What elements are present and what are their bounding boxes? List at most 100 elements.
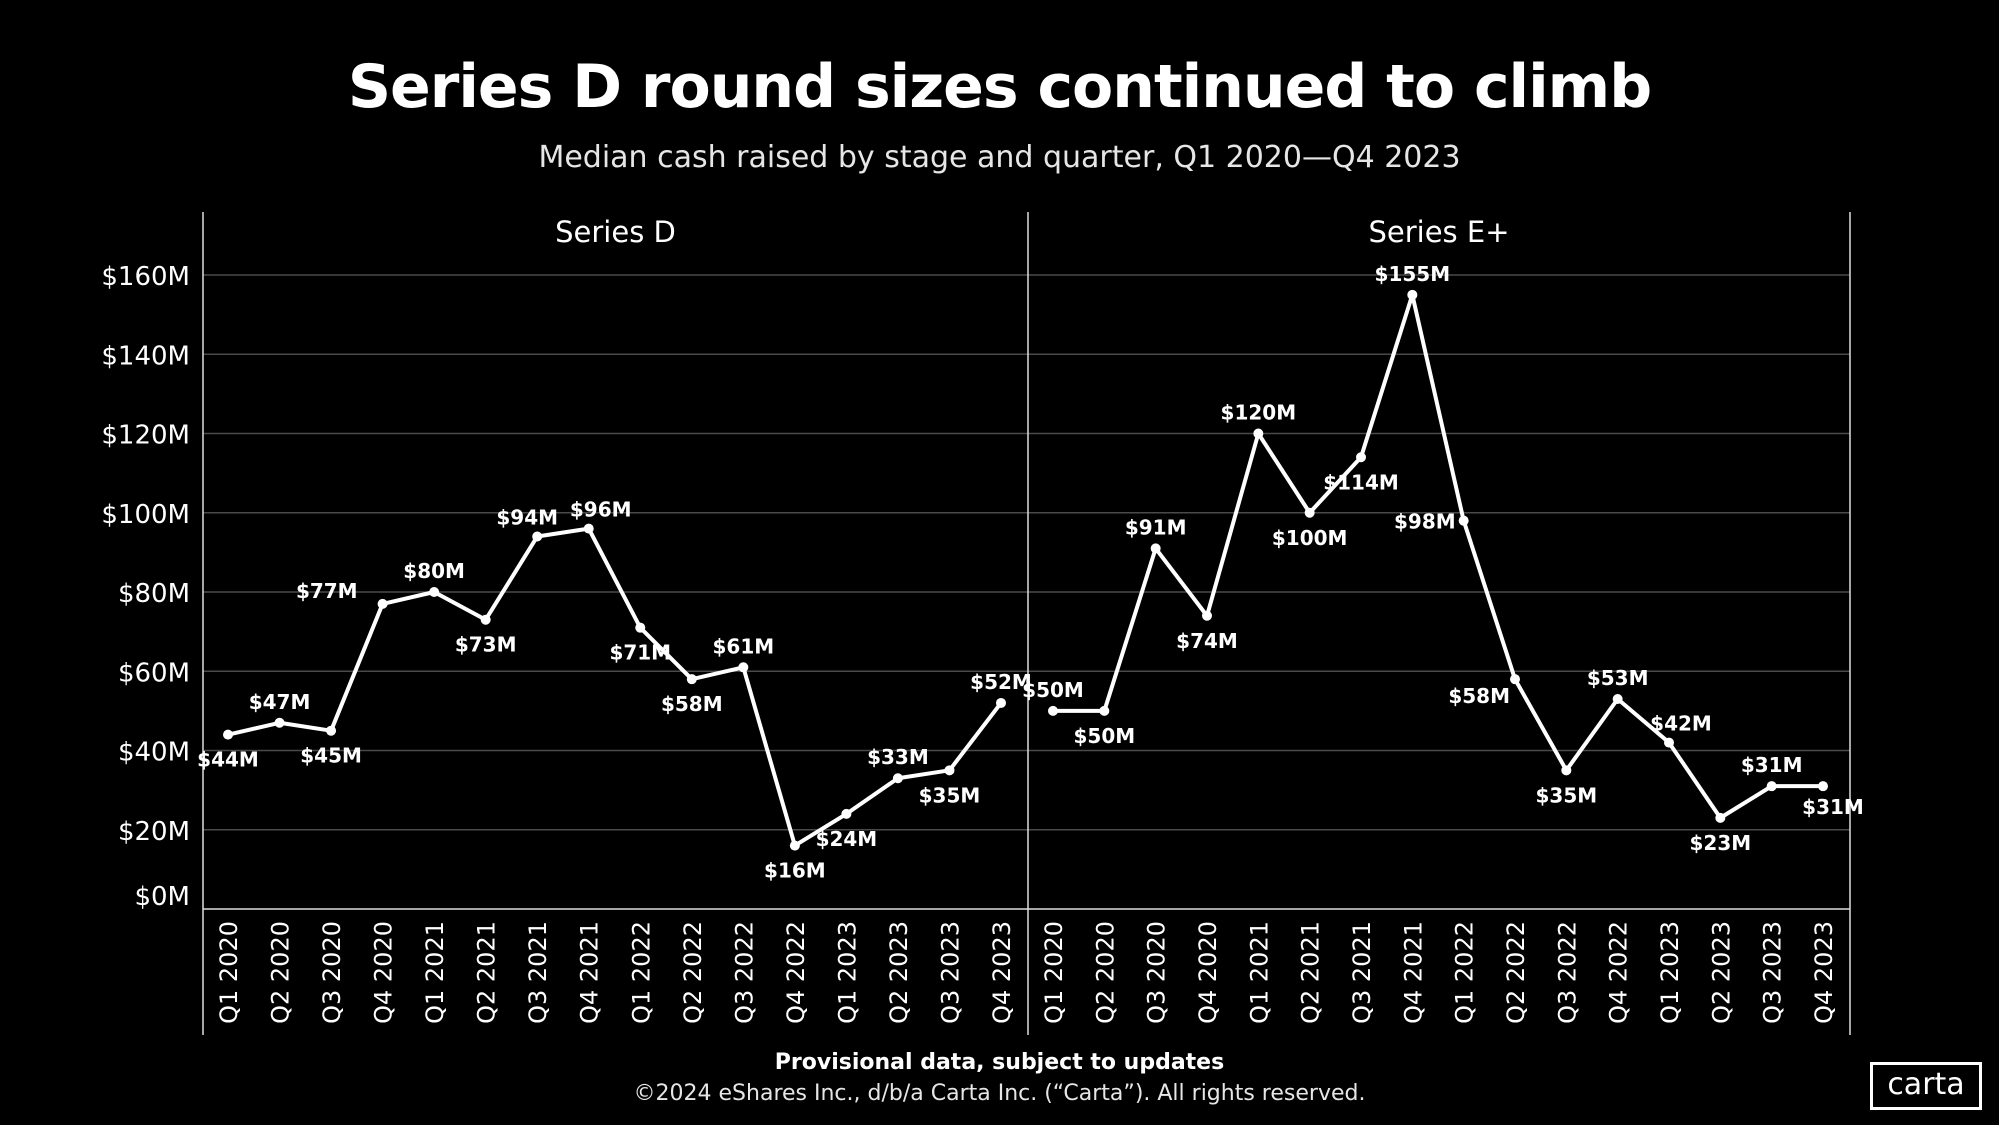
panel-title: Series E+ [1368,215,1509,249]
data-label: $23M [1690,831,1752,855]
data-point [1253,428,1264,439]
x-tick-label: Q4 2023 [1810,921,1838,1024]
data-point [1356,452,1366,463]
data-label: $53M [1587,666,1649,690]
x-tick-label: Q3 2022 [1553,921,1581,1024]
data-label: $71M [609,641,671,665]
x-tick-label: Q4 2022 [782,921,810,1024]
data-label: $44M [197,748,259,772]
data-label: $80M [403,559,465,583]
data-point [223,729,233,740]
data-point [1202,610,1212,621]
data-point [1458,515,1469,526]
copyright: ©2024 eShares Inc., d/b/a Carta Inc. (“C… [633,1081,1366,1106]
chart-title: Series D round sizes continued to climb [347,52,1652,122]
data-label: $114M [1323,470,1399,494]
data-label: $98M [1394,510,1456,534]
data-point [841,808,852,819]
data-point [480,614,491,625]
carta-logo: carta [1870,1062,1982,1110]
data-label: $155M [1375,262,1451,286]
y-tick-label: $100M [101,500,190,530]
x-tick-label: Q4 2021 [1399,921,1427,1024]
data-point [892,773,903,784]
series-line-1 [1053,292,1823,820]
data-label: $77M [296,579,358,603]
data-label: $74M [1176,629,1238,653]
data-point [1664,737,1674,748]
data-label: $58M [661,692,723,716]
x-tick-label: Q2 2023 [885,921,913,1024]
data-point [1715,812,1726,823]
x-tick-label: Q1 2023 [833,921,861,1024]
data-point [274,717,285,728]
data-label: $50M [1074,724,1136,748]
x-tick-label: Q2 2022 [679,921,707,1024]
panel-title: Series D [555,215,676,249]
data-point [1510,674,1520,685]
data-point [996,697,1006,708]
x-tick-label: Q4 2023 [988,921,1016,1024]
data-point [532,531,543,542]
data-point [1407,289,1418,300]
x-tick-label: Q3 2021 [524,921,552,1024]
data-point [1766,781,1777,792]
data-point [1099,705,1110,716]
x-tick-label: Q1 2023 [1656,921,1684,1024]
data-label: $120M [1221,401,1297,425]
x-tick-label: Q1 2022 [1451,921,1479,1024]
provisional-note: Provisional data, subject to updates [774,1050,1225,1075]
x-tick-label: Q1 2020 [215,921,243,1024]
data-label: $47M [249,690,311,714]
data-label: $42M [1650,712,1712,736]
x-tick-label: Q2 2020 [267,921,295,1024]
chart-subtitle: Median cash raised by stage and quarter,… [538,140,1461,175]
data-point [686,674,697,685]
y-tick-label: $140M [101,341,190,371]
data-label: $35M [1536,783,1598,807]
x-tick-label: Q1 2022 [627,921,655,1024]
data-label: $45M [300,744,362,768]
x-tick-label: Q1 2020 [1040,921,1068,1024]
x-tick-label: Q4 2021 [576,921,604,1024]
x-tick-label: Q3 2022 [730,921,758,1024]
data-point [1561,765,1572,776]
data-point [377,598,388,609]
y-tick-label: $160M [101,262,190,292]
x-tick-label: Q2 2023 [1707,921,1735,1024]
x-tick-label: Q1 2021 [1245,921,1273,1024]
x-tick-label: Q2 2022 [1502,921,1530,1024]
data-label: $35M [919,783,981,807]
data-point [789,840,800,851]
x-tick-label: Q3 2023 [936,921,964,1024]
data-point [944,765,955,776]
data-label: $50M [1022,678,1084,702]
y-tick-label: $40M [118,738,190,768]
data-label: $94M [496,506,558,530]
x-tick-label: Q2 2020 [1091,921,1119,1024]
data-point [1818,781,1828,792]
x-tick-label: Q4 2020 [1194,921,1222,1024]
series-line-0 [227,526,1003,848]
x-tick-label: Q2 2021 [1297,921,1325,1024]
data-label: $91M [1125,515,1187,539]
data-label: $58M [1448,684,1510,708]
data-label: $16M [764,859,826,883]
x-tick-label: Q1 2021 [421,921,449,1024]
data-label: $31M [1802,795,1864,819]
data-point [1612,693,1623,704]
y-tick-label: $60M [118,658,190,688]
x-tick-label: Q3 2020 [318,921,346,1024]
data-label: $96M [570,498,632,522]
data-point [1150,543,1161,554]
y-tick-label: $0M [134,882,190,912]
data-point [738,662,749,673]
x-tick-label: Q3 2020 [1143,921,1171,1024]
data-label: $33M [867,745,929,769]
data-label: $73M [455,633,517,657]
x-tick-label: Q4 2020 [370,921,398,1024]
x-tick-label: Q4 2022 [1605,921,1633,1024]
data-point [326,725,337,736]
data-point [1048,705,1058,716]
